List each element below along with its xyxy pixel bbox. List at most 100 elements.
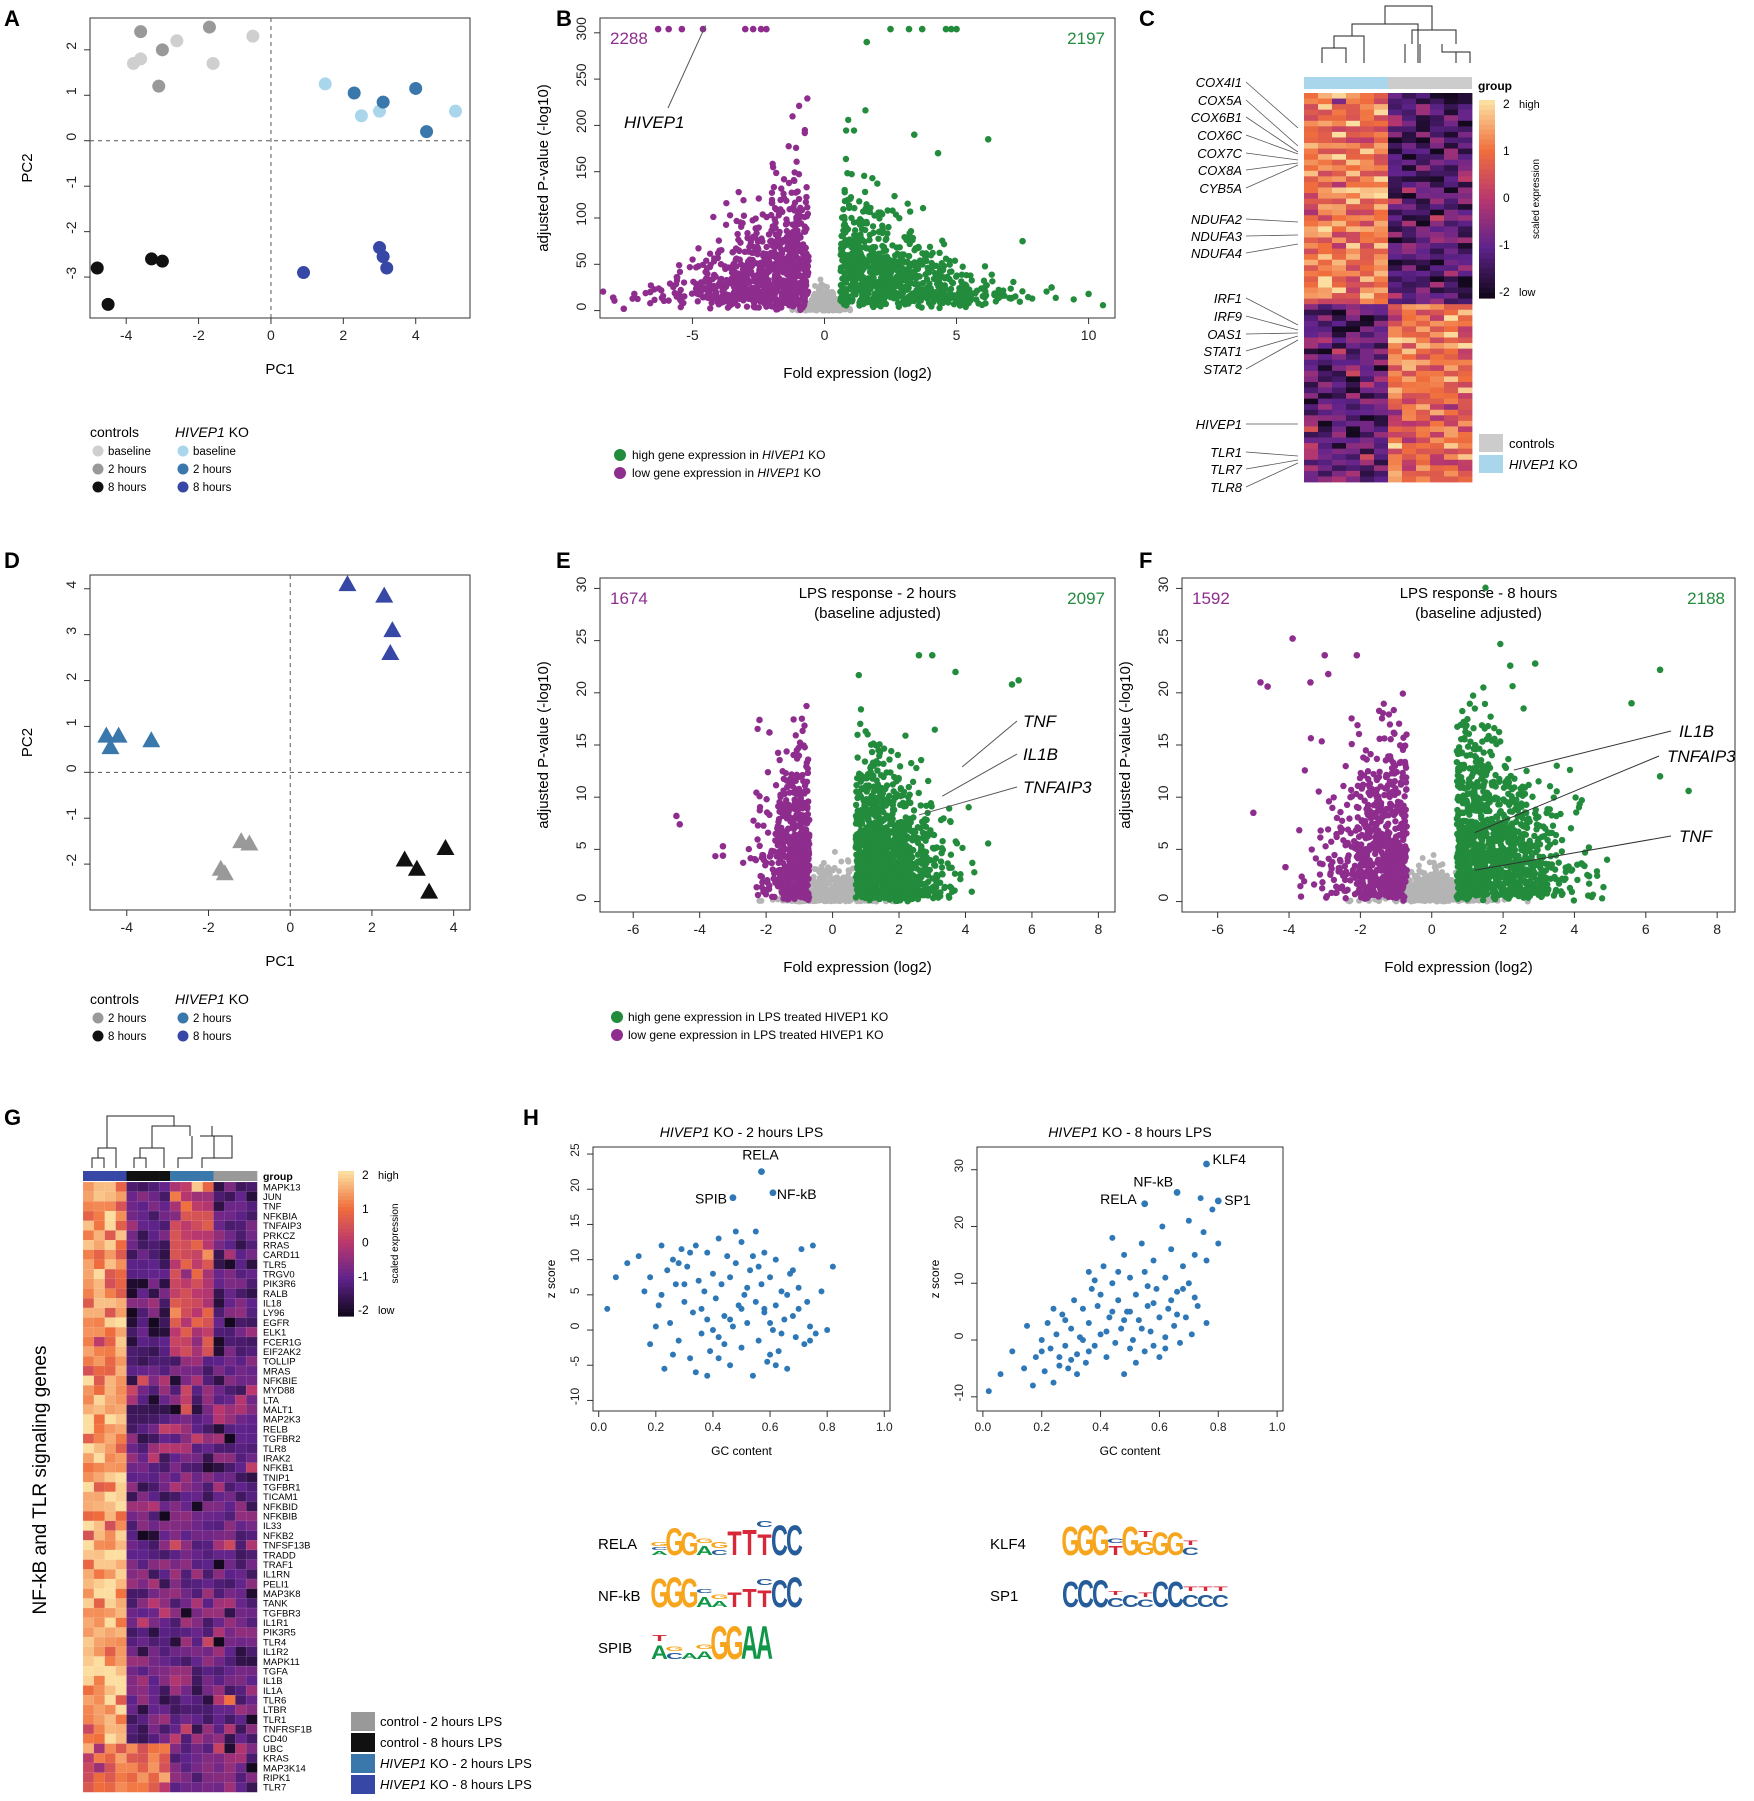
volcano-point-up bbox=[953, 292, 960, 299]
volcano-point-down bbox=[785, 143, 792, 150]
volcano-point-down bbox=[797, 838, 804, 845]
heatmap-cell bbox=[1444, 454, 1459, 461]
volcano-point-down bbox=[803, 702, 810, 710]
pca-point-ctrl_2h bbox=[152, 79, 166, 93]
heatmap-cell bbox=[1318, 265, 1333, 272]
heatmap-cell bbox=[1304, 204, 1319, 211]
heatmap-cell bbox=[1430, 159, 1445, 166]
volcano-point-up bbox=[862, 279, 870, 287]
volcano-point-down bbox=[775, 298, 782, 306]
heatmap-cell bbox=[1360, 287, 1375, 294]
heatmap-cell bbox=[1416, 259, 1431, 266]
heatmap-cell bbox=[1360, 348, 1375, 355]
heatmap-cell bbox=[1430, 220, 1445, 227]
gene-label: NDUFA2 bbox=[1191, 212, 1243, 227]
volcano-point-up bbox=[852, 801, 860, 809]
volcano-point-up bbox=[877, 209, 884, 216]
heatmap-cell bbox=[1346, 304, 1361, 311]
volcano-point-up bbox=[841, 186, 848, 194]
gene-leader bbox=[1245, 234, 1299, 237]
heatmap-cell bbox=[1416, 154, 1431, 161]
volcano-point-down bbox=[736, 280, 744, 288]
dendrogram bbox=[1321, 5, 1471, 63]
volcano-point-up bbox=[869, 775, 876, 782]
volcano-point-up bbox=[898, 251, 906, 258]
colorbar-segment bbox=[1479, 293, 1495, 299]
volcano-point-up bbox=[866, 208, 873, 216]
volcano-point-up bbox=[961, 289, 969, 296]
volcano-point-down bbox=[764, 768, 772, 776]
volcano-point-up bbox=[911, 259, 918, 266]
volcano-point-up bbox=[837, 288, 844, 295]
heatmap-cell bbox=[1444, 404, 1459, 411]
heatmap-cell bbox=[1332, 109, 1347, 116]
heatmap-cell bbox=[1332, 259, 1347, 266]
heatmap-cell bbox=[1346, 115, 1361, 122]
heatmap-cell bbox=[1346, 215, 1361, 222]
y-tick-label: 2 bbox=[63, 42, 79, 50]
panel-label-D: D bbox=[4, 548, 20, 573]
heatmap-cell bbox=[1402, 420, 1417, 427]
volcano-point-down bbox=[802, 812, 809, 819]
volcano-point-down bbox=[795, 195, 803, 203]
volcano-point-up bbox=[859, 259, 866, 267]
heatmap-cell bbox=[1346, 154, 1361, 161]
heatmap-cell bbox=[1444, 459, 1459, 466]
x-tick-label: -6 bbox=[627, 921, 640, 937]
colorbar-segment bbox=[1479, 174, 1495, 180]
heatmap-cell bbox=[1304, 143, 1319, 149]
legend-ko-title-part: KO bbox=[225, 424, 249, 440]
heatmap-cell bbox=[1374, 431, 1389, 438]
volcano-point-up bbox=[929, 249, 936, 257]
y-axis-label: adjusted P-value (-log10) bbox=[535, 661, 552, 829]
x-tick-label: -2 bbox=[202, 919, 215, 935]
heatmap-cell bbox=[1444, 98, 1459, 105]
heatmap-cell bbox=[1304, 131, 1319, 138]
heatmap-cell bbox=[1430, 293, 1445, 300]
heatmap-cell bbox=[1304, 287, 1319, 294]
volcano-point-down bbox=[723, 276, 730, 284]
volcano-point-down bbox=[689, 256, 696, 263]
volcano-point-down bbox=[754, 822, 762, 829]
heatmap-cell bbox=[1430, 265, 1445, 272]
group-bar-controls bbox=[1388, 77, 1472, 89]
y-tick-label: 20 bbox=[573, 681, 589, 697]
heatmap-cell bbox=[1318, 159, 1333, 166]
volcano-point-ns bbox=[811, 282, 818, 289]
volcano-point-down bbox=[693, 288, 701, 295]
panel-label-C: C bbox=[1139, 6, 1155, 31]
volcano-point-up bbox=[908, 759, 915, 767]
heatmap-cell bbox=[1360, 476, 1375, 483]
volcano-point-down bbox=[733, 289, 740, 296]
heatmap-cell bbox=[1388, 298, 1403, 305]
legend-swatch bbox=[177, 1030, 189, 1042]
heatmap-cell bbox=[1332, 459, 1347, 466]
volcano-point-down bbox=[745, 258, 752, 265]
volcano-point-down bbox=[784, 890, 791, 897]
heatmap-cell bbox=[1374, 470, 1389, 477]
volcano-point-down bbox=[680, 279, 688, 286]
volcano-point-down bbox=[789, 228, 797, 236]
volcano-point-up bbox=[888, 747, 895, 755]
heatmap-cell bbox=[1360, 293, 1375, 300]
heatmap-cell bbox=[1332, 476, 1347, 483]
heatmap-cell bbox=[1346, 265, 1361, 272]
group-bar-ko bbox=[1304, 77, 1388, 89]
heatmap-cell bbox=[1416, 193, 1431, 199]
heatmap-cell bbox=[1416, 148, 1431, 155]
volcano-point-up bbox=[894, 751, 902, 759]
heatmap-cell bbox=[1458, 209, 1473, 216]
heatmap-cell bbox=[1402, 359, 1417, 366]
volcano-point-down bbox=[804, 204, 811, 211]
heatmap-cell bbox=[1458, 187, 1473, 194]
heatmap-cell bbox=[1318, 98, 1333, 105]
heatmap-cell bbox=[1388, 176, 1403, 183]
heatmap-cell bbox=[1346, 393, 1361, 400]
heatmap-cell bbox=[1318, 354, 1333, 361]
volcano-point-down bbox=[768, 859, 775, 867]
heatmap-cell bbox=[1430, 104, 1445, 111]
volcano-point-down bbox=[759, 238, 766, 245]
volcano-point-up bbox=[981, 263, 989, 270]
volcano-point-up bbox=[913, 764, 920, 772]
heatmap-cell bbox=[1304, 154, 1319, 161]
